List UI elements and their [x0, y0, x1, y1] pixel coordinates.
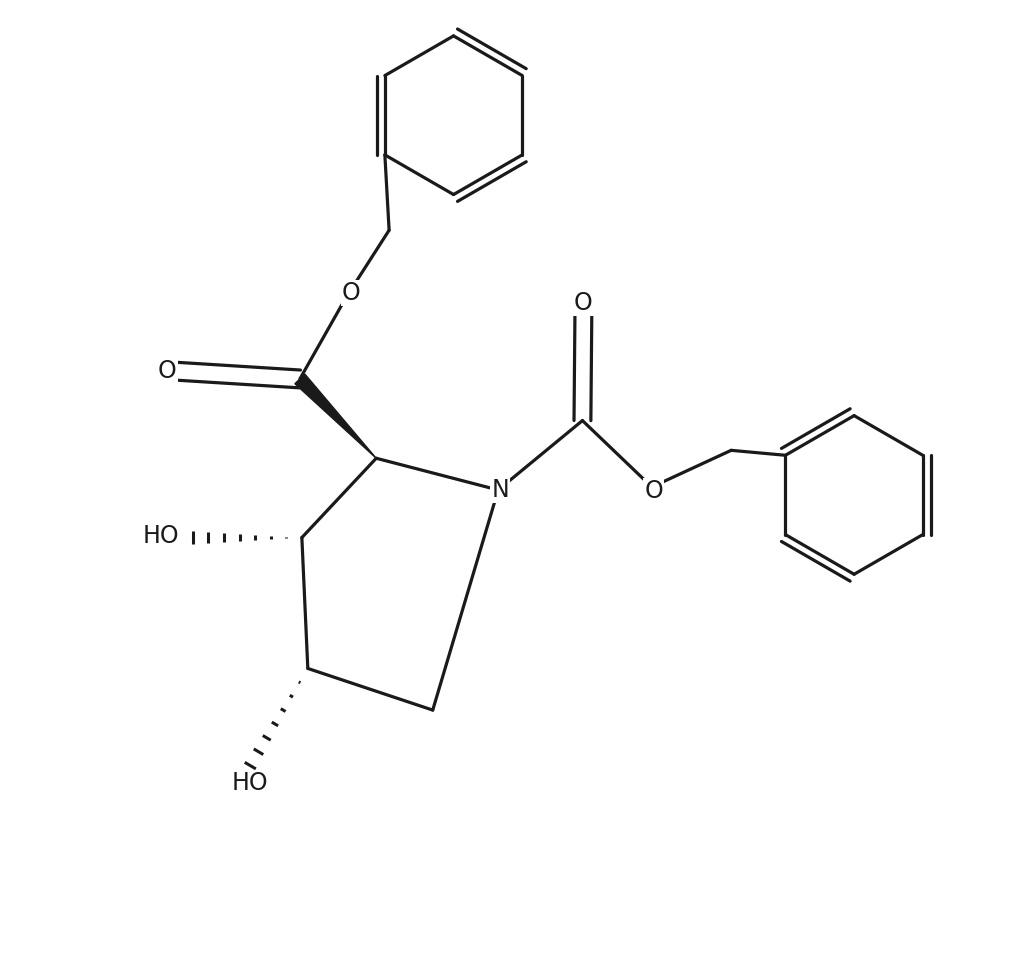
Polygon shape [295, 374, 376, 459]
Text: HO: HO [232, 771, 268, 795]
Text: O: O [157, 359, 176, 383]
Text: O: O [342, 281, 361, 305]
Text: O: O [644, 479, 663, 503]
Text: N: N [491, 478, 509, 502]
Text: O: O [574, 291, 593, 314]
Text: HO: HO [142, 523, 179, 548]
